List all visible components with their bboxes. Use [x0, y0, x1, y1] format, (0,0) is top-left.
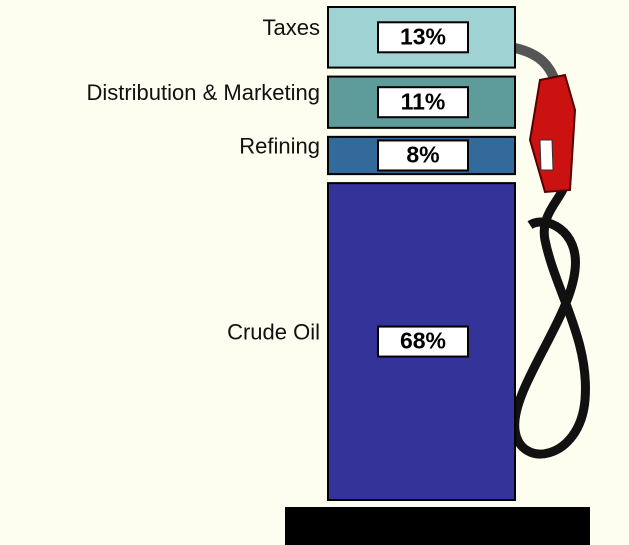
pump-base — [285, 507, 590, 545]
value-label: 8% — [406, 142, 439, 168]
value-label: 11% — [401, 88, 446, 114]
category-label: Distribution & Marketing — [86, 80, 320, 105]
category-label: Crude Oil — [227, 319, 320, 344]
value-label: 68% — [400, 328, 446, 354]
category-label: Refining — [239, 133, 320, 158]
value-box — [377, 21, 469, 54]
value-box — [377, 139, 469, 172]
value-box — [377, 86, 469, 119]
hose — [510, 183, 590, 459]
nozzle-window — [539, 139, 554, 171]
category-label: Taxes — [263, 15, 320, 40]
value-box — [377, 325, 469, 358]
value-label: 13% — [400, 23, 446, 49]
